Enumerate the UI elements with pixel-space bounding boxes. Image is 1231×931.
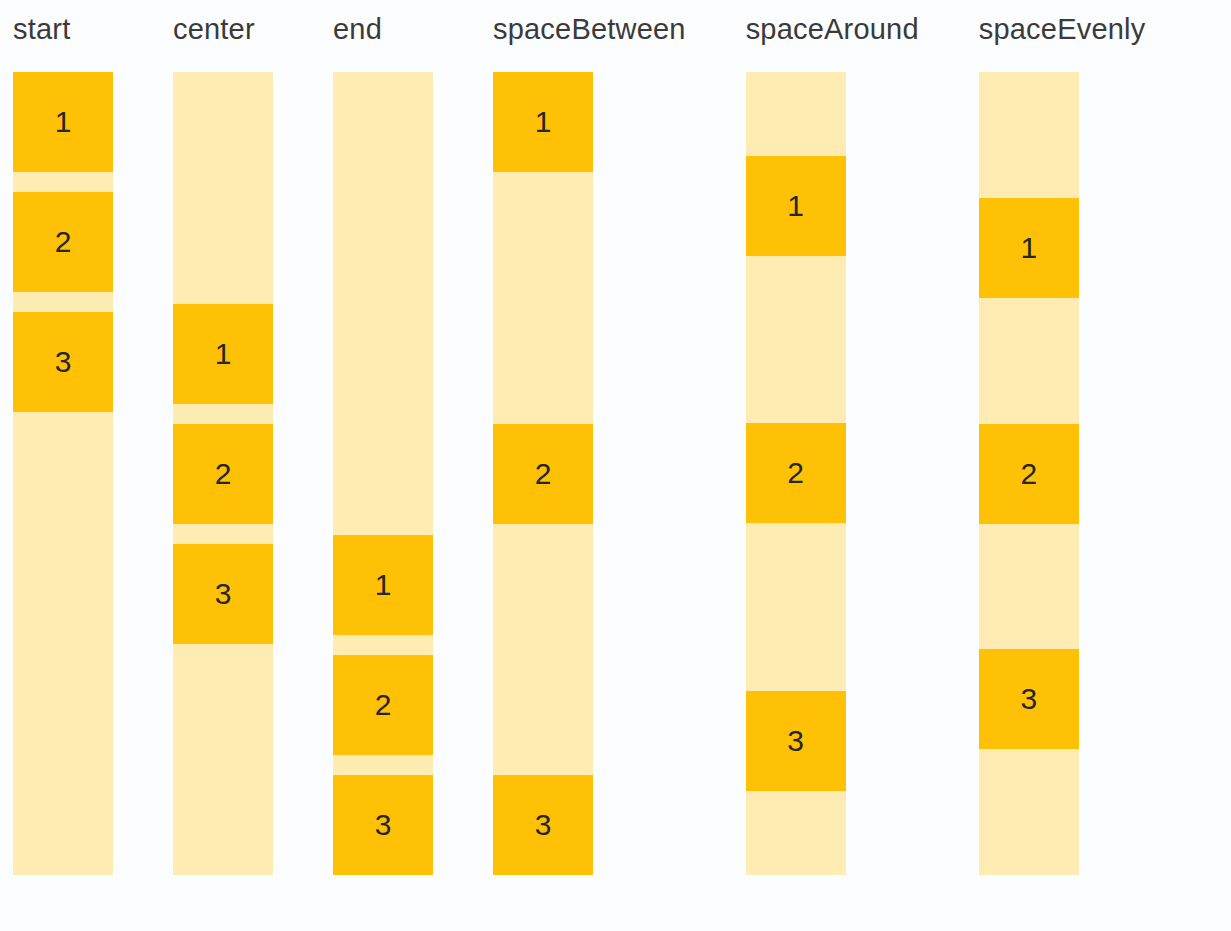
alignment-group-spaceBetween: spaceBetween 1 2 3 [493,12,686,875]
alignment-label-end: end [333,12,382,46]
flex-item-box: 1 [979,198,1079,298]
flex-item-box: 2 [173,424,273,524]
box-number: 1 [55,105,72,139]
flex-track-spaceEvenly: 1 2 3 [979,72,1079,875]
alignment-group-spaceEvenly: spaceEvenly 1 2 3 [979,12,1146,875]
alignment-columns-row: start 1 2 3 center 1 2 3 end 1 2 3 spaceBetwee… [0,0,1231,875]
box-number: 1 [215,337,232,371]
flex-item-box: 2 [13,192,113,292]
box-number: 2 [787,456,804,490]
flex-item-box: 3 [333,775,433,875]
alignment-group-start: start 1 2 3 [13,12,113,875]
alignment-label-center: center [173,12,255,46]
box-number: 3 [535,808,552,842]
box-number: 1 [1020,231,1037,265]
box-number: 1 [787,189,804,223]
flex-item-box: 3 [173,544,273,644]
box-number: 2 [55,225,72,259]
flex-item-box: 1 [13,72,113,172]
flex-item-box: 2 [979,424,1079,524]
flex-item-box: 2 [746,423,846,523]
flex-item-box: 3 [13,312,113,412]
alignment-group-end: end 1 2 3 [333,12,433,875]
box-number: 1 [375,568,392,602]
flex-item-box: 3 [979,649,1079,749]
alignment-label-start: start [13,12,70,46]
flex-item-box: 1 [333,535,433,635]
flex-item-box: 1 [173,304,273,404]
box-number: 3 [215,577,232,611]
box-number: 2 [1020,457,1037,491]
box-number: 3 [375,808,392,842]
flex-item-box: 2 [333,655,433,755]
box-number: 2 [535,457,552,491]
alignment-label-spaceEvenly: spaceEvenly [979,12,1146,46]
flex-track-center: 1 2 3 [173,72,273,875]
alignment-label-spaceBetween: spaceBetween [493,12,686,46]
flex-track-start: 1 2 3 [13,72,113,875]
flex-item-box: 1 [493,72,593,172]
flex-item-box: 3 [493,775,593,875]
flex-track-end: 1 2 3 [333,72,433,875]
flex-track-spaceBetween: 1 2 3 [493,72,593,875]
flex-item-box: 2 [493,424,593,524]
alignment-group-center: center 1 2 3 [173,12,273,875]
box-number: 3 [787,724,804,758]
box-number: 2 [215,457,232,491]
flex-item-box: 3 [746,691,846,791]
flex-item-box: 1 [746,156,846,256]
box-number: 3 [1020,682,1037,716]
alignment-group-spaceAround: spaceAround 1 2 3 [746,12,919,875]
box-number: 1 [535,105,552,139]
box-number: 3 [55,345,72,379]
alignment-label-spaceAround: spaceAround [746,12,919,46]
box-number: 2 [375,688,392,722]
flex-track-spaceAround: 1 2 3 [746,72,846,875]
